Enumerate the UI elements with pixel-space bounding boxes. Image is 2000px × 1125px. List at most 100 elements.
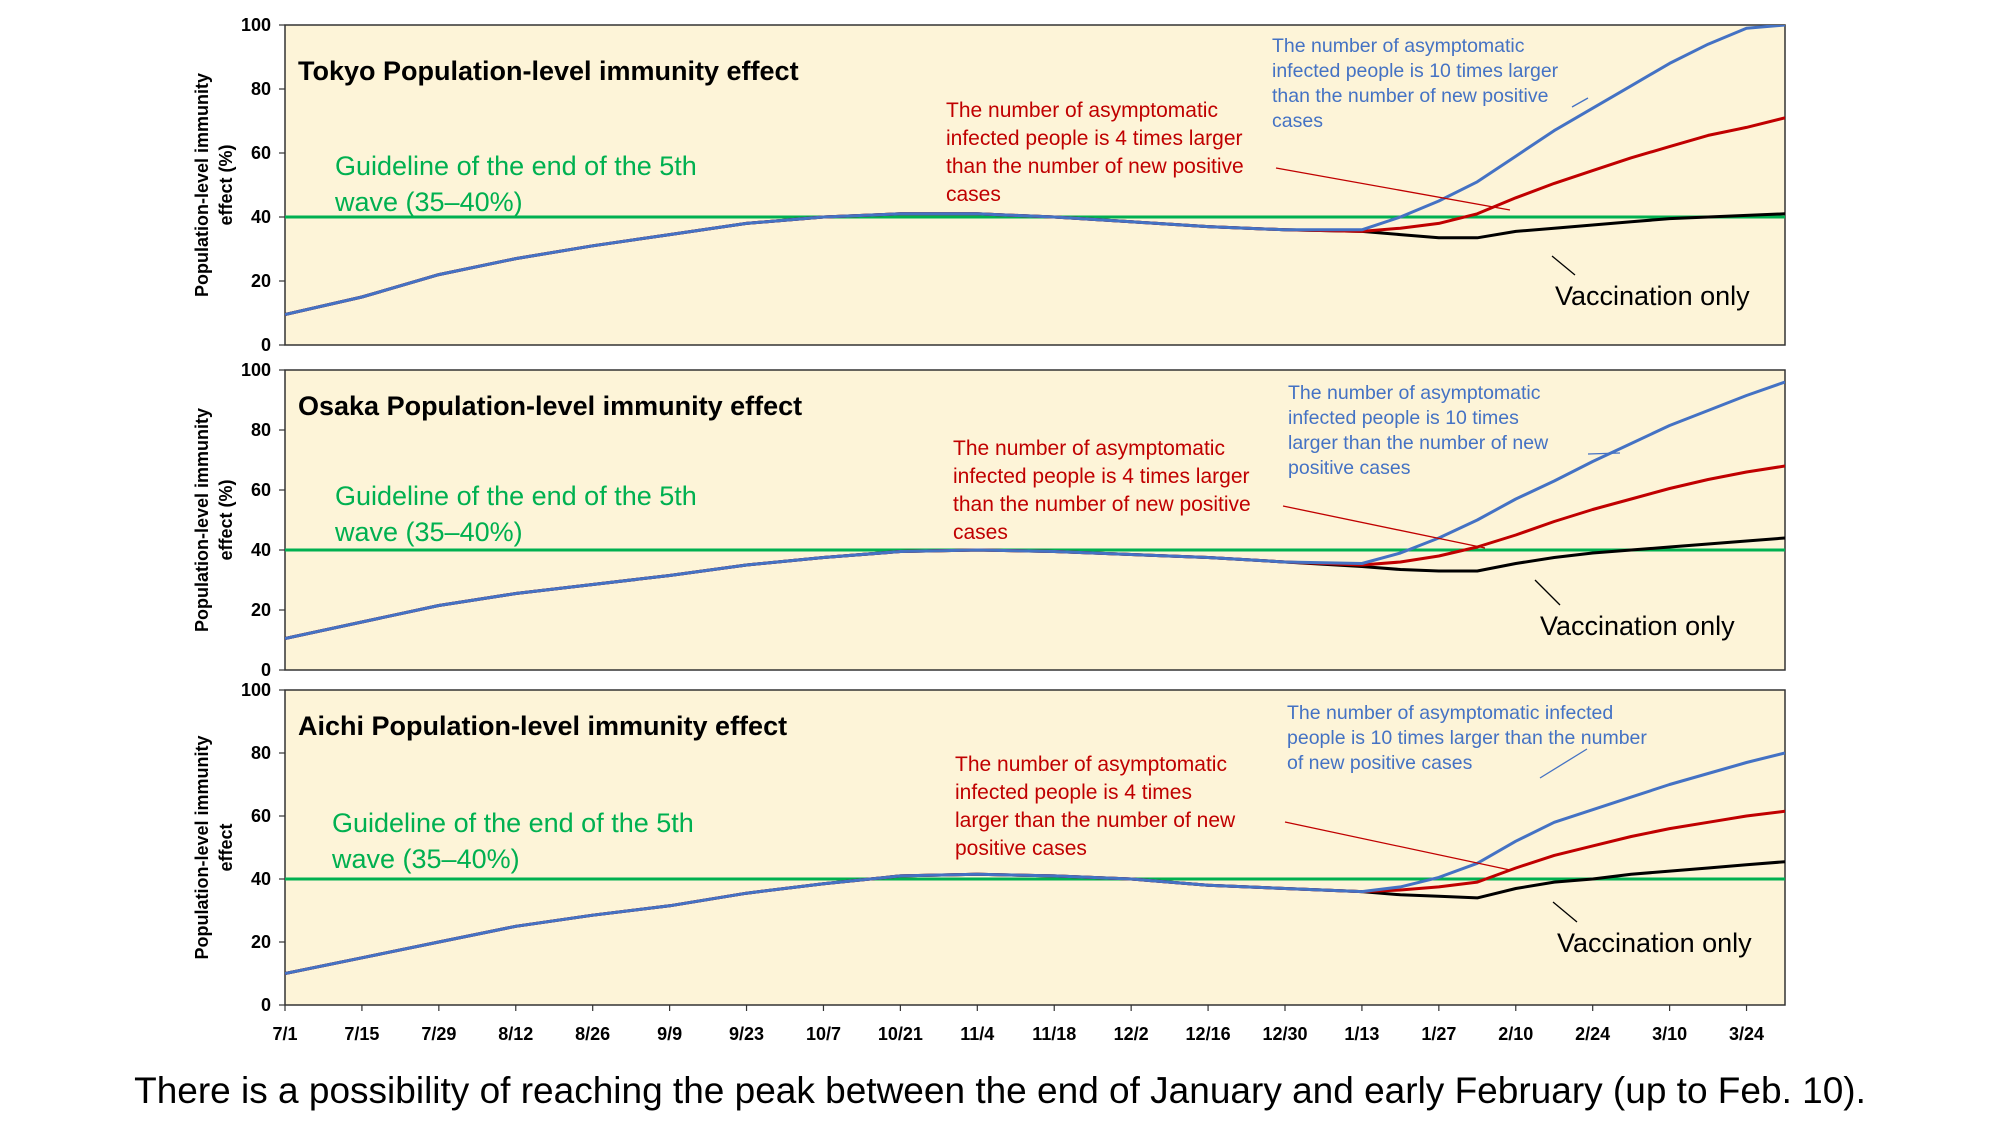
annotation-four-times: than the number of new positive <box>953 493 1251 516</box>
y-axis-label-line: effect <box>216 823 236 871</box>
x-tick-label: 3/10 <box>1652 1024 1687 1044</box>
y-tick-label: 40 <box>251 540 271 560</box>
y-tick-label: 0 <box>261 995 271 1015</box>
annotation-four-times: than the number of new positive <box>946 155 1244 178</box>
x-tick-label: 8/12 <box>498 1024 533 1044</box>
x-tick-label: 11/4 <box>960 1024 994 1044</box>
plot-area <box>284 369 1786 671</box>
annotation-ten-times: infected people is 10 times larger <box>1272 60 1559 82</box>
annotation-leader-four-times <box>1275 167 1511 211</box>
annotation-vaccination-only: Vaccination only <box>1557 928 1752 958</box>
y-tick-label: 0 <box>261 660 271 680</box>
annotation-four-times: cases <box>953 521 1008 544</box>
x-tick-label: 8/26 <box>575 1024 610 1044</box>
x-tick-label: 1/27 <box>1421 1024 1456 1044</box>
x-tick-label: 1/13 <box>1344 1024 1379 1044</box>
annotation-ten-times: people is 10 times larger than the numbe… <box>1287 727 1647 749</box>
annotation-leader-four-times <box>1284 821 1511 871</box>
panel-title: Tokyo Population-level immunity effect <box>298 56 799 86</box>
guideline-label: wave (35–40%) <box>334 517 523 547</box>
annotation-four-times: positive cases <box>955 837 1087 860</box>
x-tick-label: 10/21 <box>878 1024 923 1044</box>
y-axis-label-line: Population-level immunity <box>192 408 212 632</box>
y-tick-label: 0 <box>261 335 271 355</box>
annotation-vaccination-only: Vaccination only <box>1540 611 1735 641</box>
guideline-label: wave (35–40%) <box>331 844 520 874</box>
y-tick-label: 60 <box>251 480 271 500</box>
y-tick-label: 40 <box>251 869 271 889</box>
y-tick-label: 80 <box>251 79 271 99</box>
annotation-ten-times: larger than the number of new <box>1288 432 1549 454</box>
annotation-ten-times: than the number of new positive <box>1272 85 1548 107</box>
annotation-leader-ten-times <box>1571 97 1589 108</box>
x-tick-label: 12/30 <box>1262 1024 1307 1044</box>
annotation-four-times: The number of asymptomatic <box>953 437 1225 460</box>
y-axis-label-line: Population-level immunity <box>192 735 212 959</box>
x-tick-label: 7/1 <box>272 1024 297 1044</box>
annotation-ten-times: The number of asymptomatic infected <box>1287 702 1613 724</box>
annotation-four-times: The number of asymptomatic <box>955 753 1227 776</box>
y-tick-label: 20 <box>251 600 271 620</box>
annotation-leader-vaccination-only <box>1551 255 1576 276</box>
guideline-label: Guideline of the end of the 5th <box>335 151 697 181</box>
y-axis-label: Population-level immunity effect <box>192 735 236 959</box>
chart-panel-3: 0 20 40 60 80 100 Population-level immunity eff… <box>192 680 1786 1044</box>
x-tick-label: 12/16 <box>1186 1024 1231 1044</box>
annotation-ten-times: The number of asymptomatic <box>1288 382 1541 404</box>
plot-area <box>284 24 1786 346</box>
annotation-four-times: infected people is 4 times larger <box>953 465 1250 488</box>
y-axis-label-line: effect (%) <box>216 479 236 560</box>
annotation-four-times: infected people is 4 times <box>955 781 1192 804</box>
annotation-ten-times: The number of asymptomatic <box>1272 35 1525 57</box>
y-tick-label: 100 <box>241 15 271 35</box>
chart-panel-2: 0 20 40 60 80 100 Population-level immunity eff… <box>192 360 1786 680</box>
x-tick-label: 11/18 <box>1032 1024 1076 1044</box>
y-tick-label: 60 <box>251 806 271 826</box>
x-tick-label: 9/23 <box>729 1024 764 1044</box>
x-tick-label: 10/7 <box>806 1024 841 1044</box>
series-line-ten-times <box>285 380 1785 640</box>
y-axis-label-line: Population-level immunity <box>192 73 212 297</box>
x-tick-label: 9/9 <box>657 1024 682 1044</box>
annotation-four-times: larger than the number of new <box>955 809 1236 832</box>
annotation-ten-times: positive cases <box>1288 457 1411 479</box>
y-tick-label: 60 <box>251 143 271 163</box>
annotation-vaccination-only: Vaccination only <box>1555 281 1750 311</box>
x-tick-label: 7/29 <box>421 1024 456 1044</box>
annotation-leader-four-times <box>1282 505 1486 549</box>
annotation-leader-ten-times <box>1539 748 1588 779</box>
plot-area <box>284 689 1786 1006</box>
chart-panel-1: 0 20 40 60 80 100 Population-level immunity eff… <box>192 15 1786 355</box>
series-line-ten-times <box>285 751 1785 975</box>
annotation-leader-vaccination-only <box>1534 579 1561 606</box>
annotation-ten-times: cases <box>1272 110 1323 132</box>
y-tick-label: 20 <box>251 932 271 952</box>
x-tick-label: 7/15 <box>344 1024 379 1044</box>
y-tick-label: 20 <box>251 271 271 291</box>
annotation-leader-vaccination-only <box>1552 901 1578 923</box>
figure-caption: There is a possibility of reaching the p… <box>134 1070 1866 1111</box>
annotation-four-times: infected people is 4 times larger <box>946 127 1243 150</box>
y-axis-label: Population-level immunity effect (%) <box>192 73 236 297</box>
annotation-leader-ten-times <box>1587 452 1621 455</box>
annotation-four-times: cases <box>946 183 1001 206</box>
guideline-label: Guideline of the end of the 5th <box>332 808 694 838</box>
y-axis-label: Population-level immunity effect (%) <box>192 408 236 632</box>
x-tick-label: 2/10 <box>1498 1024 1533 1044</box>
x-tick-label: 2/24 <box>1575 1024 1610 1044</box>
y-tick-label: 80 <box>251 743 271 763</box>
guideline-label: wave (35–40%) <box>334 187 523 217</box>
guideline-label: Guideline of the end of the 5th <box>335 481 697 511</box>
x-tick-label: 3/24 <box>1729 1024 1764 1044</box>
y-tick-label: 40 <box>251 207 271 227</box>
panel-title: Osaka Population-level immunity effect <box>298 391 802 421</box>
y-axis-label-line: effect (%) <box>216 144 236 225</box>
y-tick-label: 80 <box>251 420 271 440</box>
annotation-ten-times: of new positive cases <box>1287 752 1473 774</box>
annotation-ten-times: infected people is 10 times <box>1288 407 1519 429</box>
y-tick-label: 100 <box>241 680 271 700</box>
x-tick-label: 12/2 <box>1114 1024 1149 1044</box>
panel-title: Aichi Population-level immunity effect <box>298 711 787 741</box>
annotation-four-times: The number of asymptomatic <box>946 99 1218 122</box>
